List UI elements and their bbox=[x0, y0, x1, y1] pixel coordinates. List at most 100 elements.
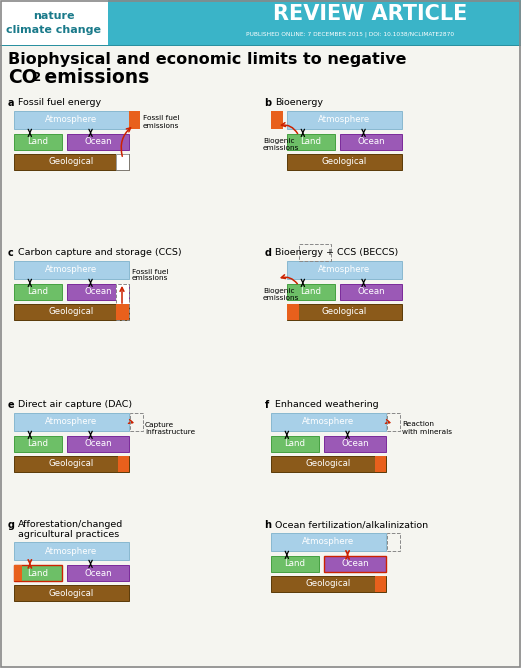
Bar bbox=[287, 111, 402, 129]
Bar bbox=[67, 565, 129, 581]
Text: Geological: Geological bbox=[49, 158, 94, 166]
Bar bbox=[14, 261, 129, 279]
Text: Geological: Geological bbox=[49, 589, 94, 597]
Bar bbox=[271, 436, 319, 452]
Text: Bioenergy: Bioenergy bbox=[275, 98, 323, 107]
Bar bbox=[271, 413, 386, 431]
Text: e: e bbox=[8, 400, 18, 410]
Text: Fossil fuel
emissions: Fossil fuel emissions bbox=[143, 116, 180, 128]
Text: f: f bbox=[265, 400, 272, 410]
Bar bbox=[14, 456, 129, 472]
Text: Ocean: Ocean bbox=[357, 138, 385, 146]
Text: Atmosphere: Atmosphere bbox=[318, 265, 370, 275]
Bar bbox=[299, 244, 331, 261]
Bar bbox=[0, 0, 108, 46]
Text: Ocean: Ocean bbox=[84, 568, 112, 578]
Bar bbox=[340, 134, 402, 150]
Text: nature
climate change: nature climate change bbox=[6, 11, 102, 35]
Text: Fossil fuel energy: Fossil fuel energy bbox=[18, 98, 101, 107]
Bar bbox=[271, 111, 283, 129]
Text: d: d bbox=[265, 248, 276, 258]
Bar bbox=[118, 456, 129, 472]
Bar bbox=[271, 556, 319, 572]
Text: Atmosphere: Atmosphere bbox=[318, 116, 370, 124]
Text: emissions: emissions bbox=[38, 68, 149, 87]
Text: Atmosphere: Atmosphere bbox=[302, 418, 355, 426]
Bar bbox=[67, 284, 129, 300]
Bar bbox=[14, 413, 129, 431]
Bar bbox=[287, 284, 335, 300]
Text: Land: Land bbox=[301, 287, 321, 297]
Text: Ocean: Ocean bbox=[84, 138, 112, 146]
Text: Atmosphere: Atmosphere bbox=[302, 538, 355, 546]
Text: Geological: Geological bbox=[306, 580, 351, 589]
Text: Biophysical and economic limits to negative: Biophysical and economic limits to negat… bbox=[8, 52, 406, 67]
Text: CO: CO bbox=[8, 68, 38, 87]
Bar bbox=[14, 111, 129, 129]
Bar bbox=[14, 542, 129, 560]
Text: Geological: Geological bbox=[49, 460, 94, 468]
Bar bbox=[14, 154, 129, 170]
Text: Biogenic
emissions: Biogenic emissions bbox=[263, 289, 300, 301]
Bar bbox=[387, 413, 400, 431]
Bar bbox=[287, 304, 299, 320]
Text: Land: Land bbox=[28, 440, 48, 448]
Text: Ocean: Ocean bbox=[341, 560, 369, 568]
Text: Geological: Geological bbox=[306, 460, 351, 468]
Bar bbox=[14, 436, 62, 452]
Text: Atmosphere: Atmosphere bbox=[45, 116, 97, 124]
Text: Geological: Geological bbox=[49, 307, 94, 317]
Bar bbox=[14, 134, 62, 150]
Bar bbox=[116, 154, 129, 170]
Text: Afforestation/changed: Afforestation/changed bbox=[18, 520, 123, 529]
Bar bbox=[324, 556, 386, 572]
Bar bbox=[130, 413, 143, 431]
Text: Carbon capture and storage (CCS): Carbon capture and storage (CCS) bbox=[18, 248, 182, 257]
Bar bbox=[0, 0, 521, 46]
Bar bbox=[287, 154, 402, 170]
Bar bbox=[375, 576, 386, 592]
Text: Land: Land bbox=[28, 138, 48, 146]
Bar bbox=[324, 436, 386, 452]
Text: PUBLISHED ONLINE: 7 DECEMBER 2015 | DOI: 10.1038/NCLIMATE2870: PUBLISHED ONLINE: 7 DECEMBER 2015 | DOI:… bbox=[246, 31, 454, 37]
Bar bbox=[375, 456, 386, 472]
Bar bbox=[116, 304, 129, 320]
Text: Ocean: Ocean bbox=[357, 287, 385, 297]
Bar bbox=[14, 284, 62, 300]
Text: Land: Land bbox=[28, 568, 48, 578]
Bar bbox=[14, 565, 22, 581]
Text: Reaction
with minerals: Reaction with minerals bbox=[402, 422, 452, 434]
Bar bbox=[387, 533, 400, 551]
Text: Bioenergy + CCS (BECCS): Bioenergy + CCS (BECCS) bbox=[275, 248, 398, 257]
Bar bbox=[14, 585, 129, 601]
Text: Geological: Geological bbox=[322, 158, 367, 166]
Bar bbox=[287, 304, 402, 320]
Bar bbox=[271, 533, 386, 551]
Bar bbox=[67, 134, 129, 150]
Text: Atmosphere: Atmosphere bbox=[45, 418, 97, 426]
Text: Atmosphere: Atmosphere bbox=[45, 546, 97, 556]
Bar bbox=[0, 45, 521, 46]
Text: REVIEW ARTICLE: REVIEW ARTICLE bbox=[273, 4, 467, 24]
Text: 2: 2 bbox=[32, 71, 40, 84]
Text: Ocean: Ocean bbox=[84, 440, 112, 448]
Text: g: g bbox=[8, 520, 18, 530]
Bar bbox=[340, 284, 402, 300]
Bar bbox=[14, 304, 129, 320]
Text: Atmosphere: Atmosphere bbox=[45, 265, 97, 275]
Text: Direct air capture (DAC): Direct air capture (DAC) bbox=[18, 400, 132, 409]
Text: h: h bbox=[265, 520, 276, 530]
Bar bbox=[14, 565, 62, 581]
Text: Fossil fuel
emissions: Fossil fuel emissions bbox=[132, 269, 168, 281]
Bar bbox=[271, 456, 386, 472]
Text: Land: Land bbox=[28, 287, 48, 297]
Bar bbox=[129, 111, 140, 129]
Text: Enhanced weathering: Enhanced weathering bbox=[275, 400, 379, 409]
Text: Ocean: Ocean bbox=[84, 287, 112, 297]
Text: Land: Land bbox=[301, 138, 321, 146]
Bar bbox=[116, 154, 129, 170]
Bar bbox=[116, 284, 129, 320]
Text: c: c bbox=[8, 248, 17, 258]
Bar bbox=[287, 261, 402, 279]
Text: Ocean fertilization/alkalinization: Ocean fertilization/alkalinization bbox=[275, 520, 428, 529]
